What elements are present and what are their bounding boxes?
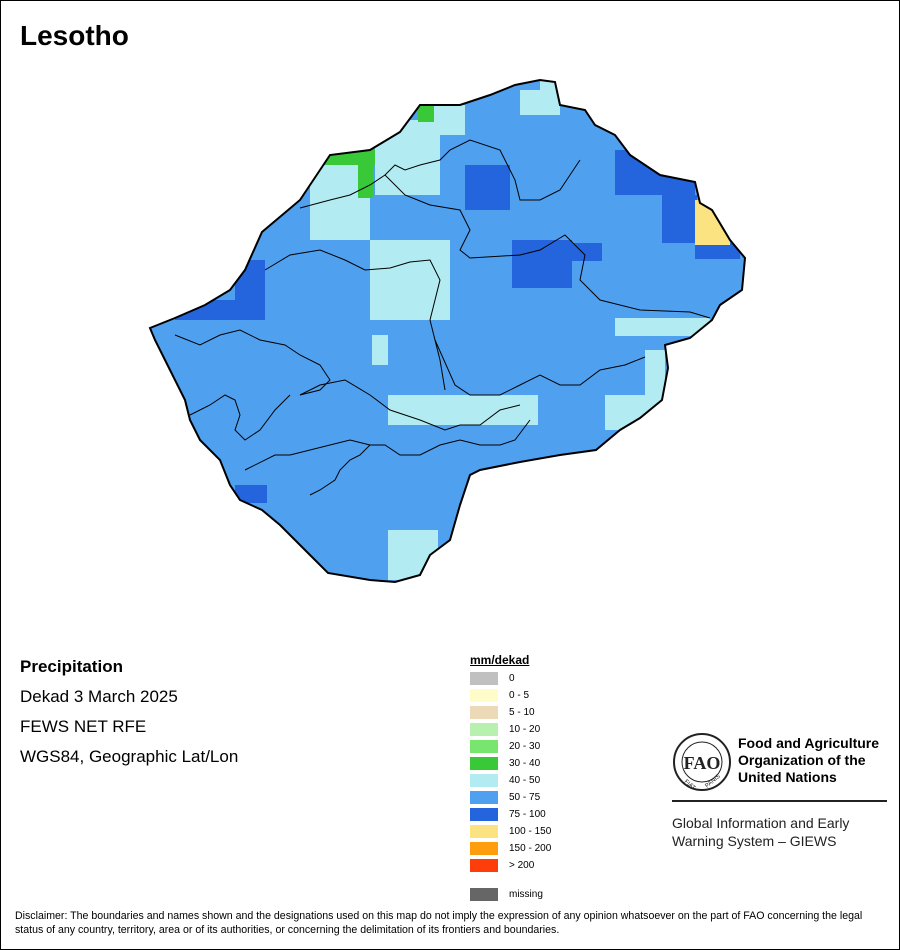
info-source: FEWS NET RFE bbox=[20, 717, 147, 736]
legend-item: 100 - 150 bbox=[470, 824, 551, 838]
legend-label: 75 - 100 bbox=[509, 808, 546, 820]
raster-75-100-cell bbox=[235, 260, 265, 315]
legend-swatch bbox=[470, 739, 498, 753]
raster-75-100-cell bbox=[465, 165, 510, 210]
raster-40-50-cell bbox=[520, 90, 540, 115]
precipitation-raster bbox=[150, 80, 745, 582]
legend-swatch bbox=[470, 688, 498, 702]
legend-swatch bbox=[470, 858, 498, 872]
legend-item: 40 - 50 bbox=[470, 773, 540, 787]
giews-name: Global Information and Early Warning Sys… bbox=[672, 815, 850, 849]
legend-swatch bbox=[470, 705, 498, 719]
legend-swatch bbox=[470, 756, 498, 770]
legend-title: mm/dekad bbox=[470, 653, 530, 667]
raster-75-100-cell bbox=[235, 485, 267, 503]
legend-label: 40 - 50 bbox=[509, 774, 541, 786]
raster-40-50-cell bbox=[615, 318, 710, 336]
legend-label: 30 - 40 bbox=[509, 757, 541, 769]
fao-organization-name: Food and Agriculture Organization of the… bbox=[738, 735, 880, 785]
legend-swatch bbox=[470, 722, 498, 736]
disclaimer: Disclaimer: The boundaries and names sho… bbox=[15, 910, 863, 936]
raster-40-50-cell bbox=[370, 240, 450, 320]
legend-swatch bbox=[470, 841, 498, 855]
raster-30-40-cell bbox=[418, 100, 434, 122]
legend-swatch bbox=[470, 671, 498, 685]
legend-label: missing bbox=[509, 888, 543, 900]
legend-label: 5 - 10 bbox=[509, 706, 535, 718]
precipitation-map bbox=[148, 78, 747, 584]
legend-item: 75 - 100 bbox=[470, 807, 546, 821]
legend-label: 0 - 5 bbox=[509, 689, 530, 701]
legend-swatch bbox=[470, 887, 498, 901]
raster-75-100-cell bbox=[695, 243, 740, 259]
legend-item: 10 - 20 bbox=[470, 722, 540, 736]
legend-label: 10 - 20 bbox=[509, 723, 541, 735]
raster-30-40-cell bbox=[358, 150, 373, 198]
legend-item: 5 - 10 bbox=[470, 705, 535, 719]
fao-logo-letters: FAO bbox=[684, 753, 721, 773]
legend-label: 20 - 30 bbox=[509, 740, 541, 752]
legend-swatch bbox=[470, 824, 498, 838]
legend-label: 150 - 200 bbox=[509, 842, 552, 854]
legend-item: 20 - 30 bbox=[470, 739, 540, 753]
raster-40-50-cell bbox=[540, 80, 560, 115]
country-border bbox=[148, 78, 747, 584]
legend-label: 100 - 150 bbox=[509, 825, 552, 837]
raster-40-50-cell bbox=[430, 105, 465, 135]
legend-swatch bbox=[470, 790, 498, 804]
logo-divider bbox=[672, 800, 887, 802]
legend-swatch bbox=[470, 807, 498, 821]
info-variable: Precipitation bbox=[20, 657, 123, 676]
fao-logo-icon: FAO FIAT PANIS bbox=[673, 733, 731, 792]
info-projection: WGS84, Geographic Lat/Lon bbox=[20, 747, 239, 766]
district-boundaries bbox=[174, 139, 711, 496]
legend-label: > 200 bbox=[509, 859, 535, 871]
raster-75-100-cell bbox=[662, 195, 697, 243]
legend-label: 50 - 75 bbox=[509, 791, 541, 803]
info-period: Dekad 3 March 2025 bbox=[20, 687, 178, 706]
raster-40-50-cell bbox=[372, 335, 388, 365]
legend-item: missing bbox=[470, 887, 543, 901]
raster-75-100-cell bbox=[540, 243, 602, 261]
legend-item: > 200 bbox=[470, 858, 534, 872]
legend-item: 30 - 40 bbox=[470, 756, 540, 770]
raster-40-50-cell bbox=[645, 350, 665, 430]
legend-item: 150 - 200 bbox=[470, 841, 551, 855]
legend-swatch bbox=[470, 773, 498, 787]
legend-item: 0 - 5 bbox=[470, 688, 529, 702]
raster-100-150-cell bbox=[695, 200, 730, 245]
legend-item: 0 bbox=[470, 671, 515, 685]
raster-40-50-cell bbox=[388, 395, 538, 425]
map-title: Lesotho bbox=[20, 20, 129, 51]
legend-label: 0 bbox=[509, 672, 515, 684]
legend-item: 50 - 75 bbox=[470, 790, 540, 804]
